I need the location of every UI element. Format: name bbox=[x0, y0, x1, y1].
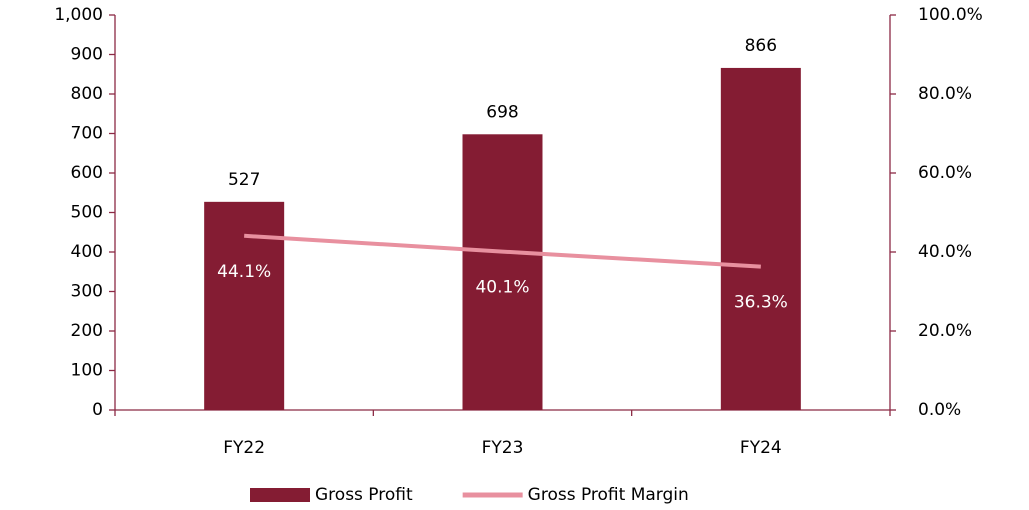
x-tick-label: FY24 bbox=[740, 438, 782, 458]
y2-tick-label: 40.0% bbox=[918, 242, 972, 262]
y-tick-label: 100 bbox=[71, 361, 103, 381]
x-tick-label: FY23 bbox=[482, 438, 524, 458]
bar bbox=[204, 201, 285, 410]
line-value-label: 44.1% bbox=[217, 262, 271, 282]
legend-swatch bbox=[250, 488, 310, 502]
bar bbox=[462, 134, 543, 411]
y-tick-label: 800 bbox=[71, 84, 103, 104]
line-value-label: 40.1% bbox=[475, 278, 529, 298]
y-tick-label: 400 bbox=[71, 242, 103, 262]
y-tick-label: 700 bbox=[71, 124, 103, 144]
y2-tick-label: 100.0% bbox=[918, 5, 983, 25]
bar bbox=[720, 67, 801, 411]
y2-tick-label: 0.0% bbox=[918, 400, 961, 420]
line bbox=[244, 233, 761, 269]
y-tick-label: 900 bbox=[71, 45, 103, 65]
legend-label: Gross Profit bbox=[315, 485, 413, 505]
bar-value-label: 866 bbox=[745, 36, 777, 56]
y-tick-label: 600 bbox=[71, 163, 103, 183]
y2-tick-label: 80.0% bbox=[918, 84, 972, 104]
y-tick-label: 1,000 bbox=[54, 5, 103, 25]
bar-value-label: 527 bbox=[228, 170, 260, 190]
bar-value-label: 698 bbox=[486, 102, 518, 122]
y2-tick-label: 20.0% bbox=[918, 321, 972, 341]
y-tick-label: 0 bbox=[92, 400, 103, 420]
y2-tick-label: 60.0% bbox=[918, 163, 972, 183]
y-tick-label: 300 bbox=[71, 282, 103, 302]
y-tick-label: 200 bbox=[71, 321, 103, 341]
y-tick-label: 500 bbox=[71, 203, 103, 223]
line-value-label: 36.3% bbox=[734, 293, 788, 313]
x-tick-label: FY22 bbox=[223, 438, 265, 458]
legend-label: Gross Profit Margin bbox=[528, 485, 689, 505]
